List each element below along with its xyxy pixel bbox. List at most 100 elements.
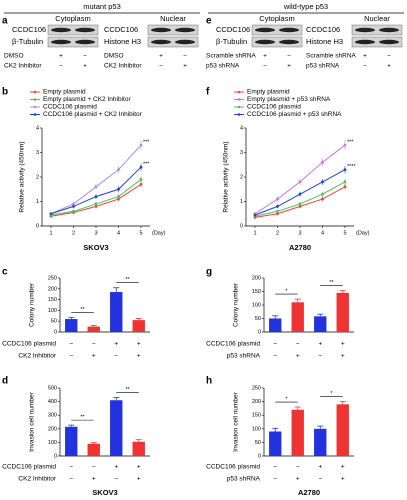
significance: ** (329, 280, 334, 286)
bar (87, 443, 100, 456)
blot-band (175, 39, 195, 45)
x-tick-label: 5 (139, 230, 142, 236)
significance: *** (143, 162, 150, 168)
blot (47, 24, 99, 36)
bar (65, 319, 78, 332)
blot (351, 36, 403, 48)
legend-marker (237, 113, 241, 116)
chart-title: SKOV3 (92, 488, 117, 497)
row-sign: + (341, 341, 345, 348)
row-label: CCDC106 plasmid (206, 341, 260, 348)
treatment-sign: − (363, 63, 367, 70)
bar (110, 292, 123, 332)
panel-letter: a (2, 16, 8, 27)
y-axis-label: Invasion cell number (233, 391, 240, 451)
row-sign: + (92, 353, 96, 360)
blot-band (355, 39, 375, 45)
row-sign: + (137, 476, 141, 483)
blot-band (255, 39, 275, 45)
treatment-sign: − (287, 53, 291, 60)
y-tick-label: 100 (252, 426, 261, 432)
bar (269, 318, 282, 332)
row-sign: − (92, 341, 96, 348)
row-sign: + (114, 464, 118, 471)
row-sign: − (273, 353, 277, 360)
x-tick-label: 4 (117, 230, 120, 236)
panel-letter: e (206, 16, 212, 27)
blot-band (75, 39, 95, 45)
point (343, 168, 347, 172)
point (321, 192, 324, 196)
point (117, 195, 120, 199)
row-label: CCDC106 plasmid (206, 464, 260, 471)
point (276, 197, 279, 201)
y-axis-label: Relative activity (450nm) (223, 141, 230, 212)
legend-marker (33, 98, 37, 101)
treatment-sign: + (363, 53, 367, 60)
y-tick-label: 50 (255, 440, 261, 446)
blot-row-label: CCDC106 (306, 25, 340, 34)
point (276, 212, 279, 216)
legend-marker (237, 105, 241, 109)
blot-band (175, 27, 195, 33)
point (94, 185, 98, 189)
blot-row-label: β-Tubulin (216, 37, 247, 46)
treatment-sign: + (387, 63, 391, 70)
y-tick-label: 0 (258, 453, 261, 459)
blot-row-label: CCDC106 (12, 25, 46, 34)
y-tick-label: 150 (48, 297, 57, 303)
treatment-sign: + (183, 63, 187, 70)
point (298, 180, 302, 184)
x-tick-label: 5 (343, 230, 346, 236)
x-axis-label: (Day) (152, 230, 166, 236)
significance: * (285, 289, 288, 295)
x-tick-label: 3 (94, 230, 97, 236)
treatment-label: CK2 Inhibitor (104, 63, 142, 70)
x-tick-label: 2 (72, 230, 75, 236)
point (72, 209, 75, 213)
y-tick-label: 0 (258, 329, 261, 335)
treatment-sign: + (287, 63, 291, 70)
blot (47, 36, 99, 48)
row-sign: − (273, 464, 277, 471)
bar (110, 400, 123, 456)
significance: ** (125, 277, 130, 283)
point (139, 165, 143, 169)
significance: * (285, 396, 288, 402)
significance: *** (347, 140, 354, 146)
point (117, 187, 120, 191)
row-sign: + (318, 464, 322, 471)
y-tick-label: 0 (54, 329, 57, 335)
blot-row-label: CCDC106 (216, 25, 250, 34)
legend-label: CCDC106 plasmid (247, 104, 301, 111)
legend-marker (33, 90, 37, 94)
blot (251, 36, 303, 48)
point (253, 213, 257, 217)
y-axis-label: Colony number (233, 282, 240, 327)
y-tick-label: 250 (48, 275, 57, 281)
blot-band (51, 27, 71, 33)
legend-marker (33, 113, 37, 116)
point (139, 178, 143, 181)
blot (251, 24, 303, 36)
chart-title: A2780 (298, 488, 320, 497)
blot (147, 24, 199, 36)
treatment-label: p53 shRNA (306, 63, 340, 70)
x-tick-label: 3 (298, 230, 301, 236)
blot-row-label: Histone H3 (306, 37, 343, 46)
blot (351, 24, 403, 36)
row-sign: − (273, 341, 277, 348)
point (298, 205, 302, 208)
y-axis-label: Relative activity (450nm) (19, 141, 26, 212)
panel-letter: h (206, 376, 212, 387)
y-axis-label: Invasion cell number (29, 391, 36, 451)
significance: ** (80, 307, 85, 313)
y-tick-label: 300 (48, 413, 57, 419)
y-tick-label: 400 (48, 399, 57, 405)
row-sign: − (296, 341, 300, 348)
blot-band (75, 27, 95, 33)
point (321, 180, 324, 184)
row-sign: + (92, 476, 96, 483)
treatment-label: CK2 Inhibitor (4, 63, 42, 70)
